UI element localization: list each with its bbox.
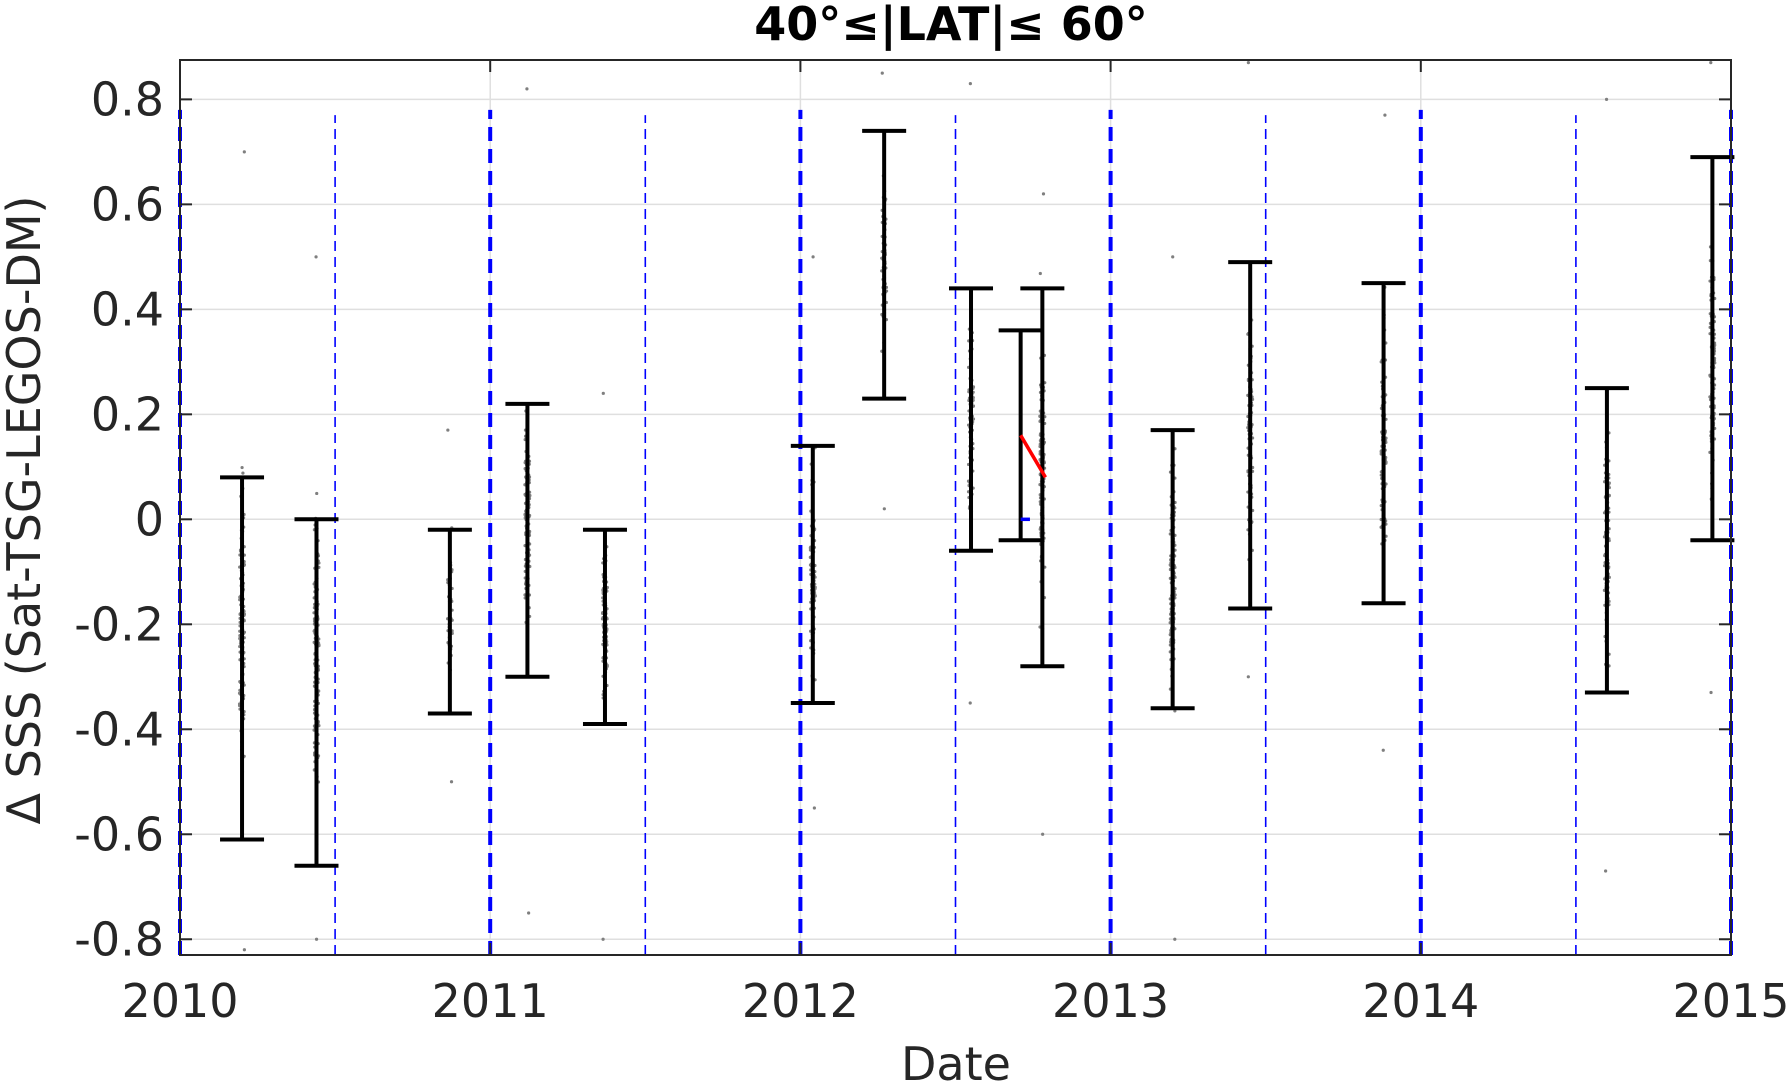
y-tick-label: 0.8 (91, 72, 164, 126)
trend-line (1019, 434, 1047, 479)
chart-title: 40°≤|LAT|≤ 60° (754, 0, 1147, 52)
data-point (1041, 832, 1045, 836)
x-axis-label: Date (901, 1037, 1011, 1087)
y-tick-label: 0.6 (91, 177, 164, 231)
x-tick-label: 2013 (1052, 974, 1169, 1028)
data-point (242, 948, 246, 952)
data-point (241, 471, 245, 475)
plot-frame (179, 59, 1732, 956)
data-point (446, 428, 450, 432)
data-point (882, 507, 886, 511)
y-tick-label: -0.2 (74, 597, 164, 651)
y-tick-label: 0.4 (91, 282, 164, 336)
x-tick-label: 2014 (1362, 974, 1479, 1028)
y-tick-label: -0.8 (74, 912, 164, 966)
data-point (968, 82, 972, 86)
x-tick-label: 2011 (432, 974, 549, 1028)
y-tick-label: 0.2 (91, 387, 164, 441)
data-point (1709, 61, 1713, 65)
data-point (1383, 113, 1387, 117)
data-point (242, 150, 246, 154)
data-point (880, 71, 884, 75)
y-tick-label: -0.4 (74, 702, 164, 756)
x-tick-label: 2015 (1672, 974, 1789, 1028)
data-point (1038, 271, 1042, 276)
x-tick-label: 2010 (121, 974, 238, 1028)
data-point (1381, 748, 1385, 752)
data-point (1246, 675, 1250, 679)
data-point (601, 937, 605, 941)
x-tick-label: 2012 (742, 974, 859, 1028)
data-point (240, 465, 244, 470)
data-point (314, 255, 318, 259)
data-point (527, 911, 531, 915)
data-point (315, 491, 319, 496)
data-point (1709, 690, 1713, 695)
x-tick-label-layer: 2010 2011 2012 2013 2014 2015 (121, 60, 1790, 1028)
data-point (525, 87, 529, 91)
overlay-layer (1019, 434, 1047, 522)
data-point (1173, 937, 1177, 941)
error-bar-layer (220, 128, 1735, 868)
data-point (968, 701, 972, 705)
data-point (1604, 869, 1608, 873)
data-point (812, 806, 816, 810)
guide-line-layer (178, 109, 1733, 955)
data-point (314, 937, 319, 941)
y-axis-label: Δ SSS (Sat-TSG-LEGOS-DM) (0, 196, 51, 825)
data-point (1246, 61, 1250, 65)
data-point (1604, 97, 1609, 101)
data-points-layer (237, 61, 1717, 952)
data-point (1171, 255, 1175, 259)
data-point (1041, 192, 1046, 196)
y-tick-label: 0 (135, 492, 164, 546)
data-point (601, 391, 605, 395)
data-point (449, 780, 454, 784)
data-point (811, 255, 815, 259)
y-tick-label-layer: 0.8 0.6 0.4 0.2 0 -0.2 -0.4 -0.6 -0.8 (74, 72, 1731, 966)
y-tick-label: -0.6 (74, 807, 164, 861)
